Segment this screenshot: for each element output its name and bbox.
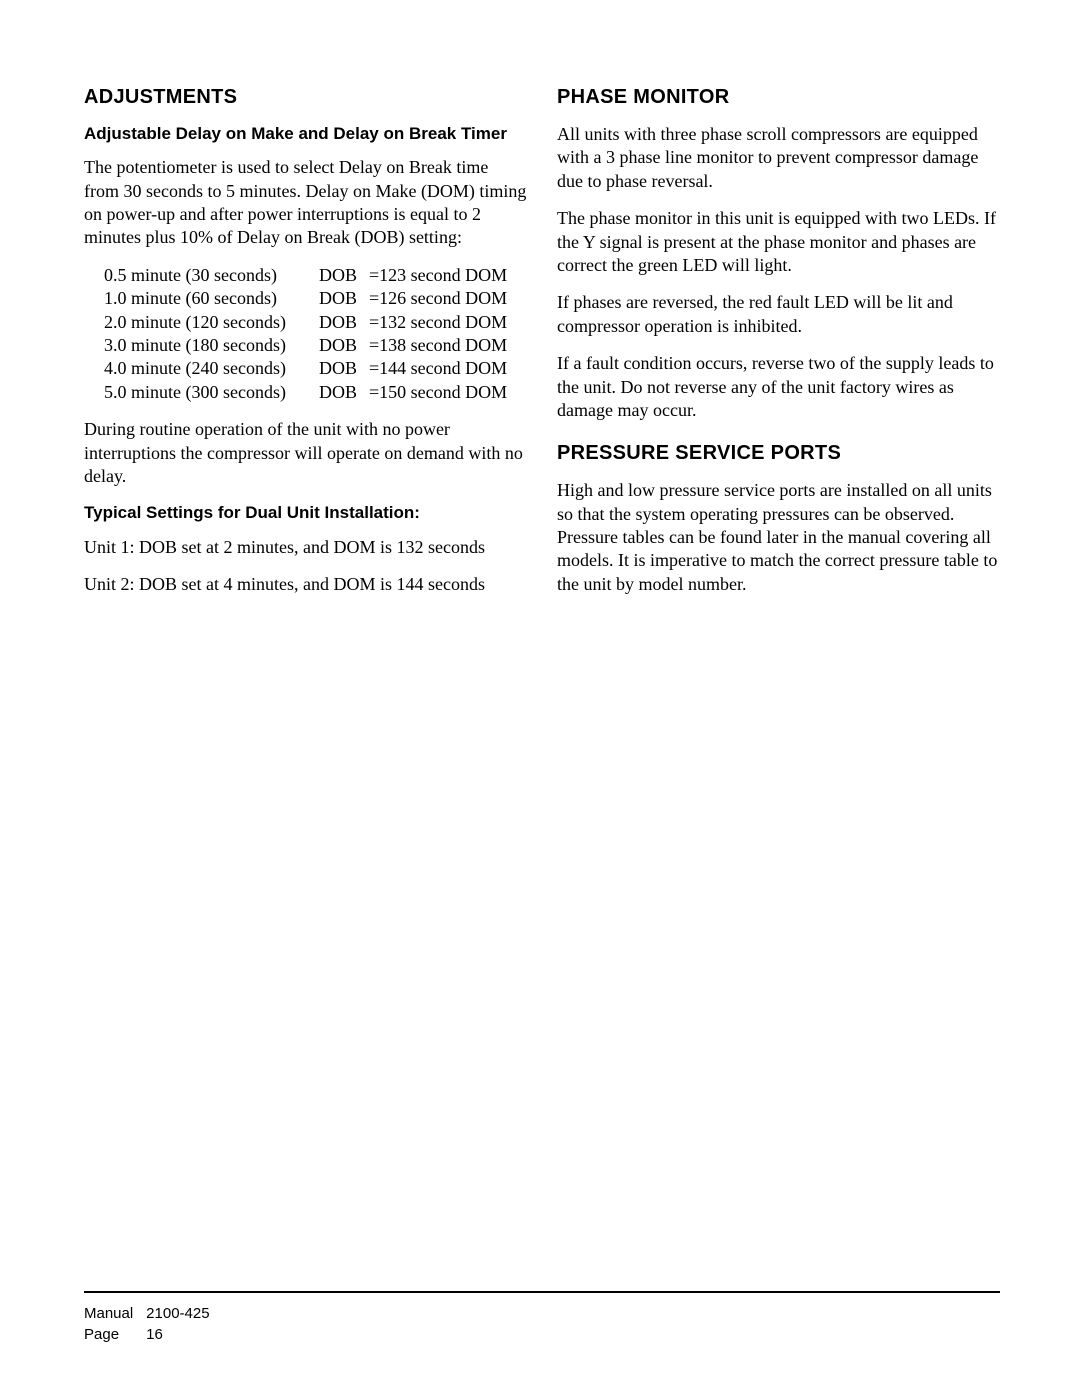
footer-manual-value: 2100-425 (146, 1305, 209, 1322)
timing-minutes: 2.0 minute (120 seconds) (104, 311, 319, 334)
footer-page-value: 16 (146, 1326, 163, 1343)
heading-adjustments: ADJUSTMENTS (84, 86, 527, 109)
timing-row: 5.0 minute (300 seconds) DOB =150 second… (104, 381, 527, 404)
para-pressure-ports: High and low pressure service ports are … (557, 479, 1000, 596)
timing-dom: =138 second DOM (369, 334, 527, 357)
para-phase-2: The phase monitor in this unit is equipp… (557, 207, 1000, 277)
timing-dob: DOB (319, 311, 369, 334)
right-column: PHASE MONITOR All units with three phase… (557, 86, 1000, 610)
timing-row: 3.0 minute (180 seconds) DOB =138 second… (104, 334, 527, 357)
timing-dom: =123 second DOM (369, 264, 527, 287)
timing-dob: DOB (319, 287, 369, 310)
timing-minutes: 1.0 minute (60 seconds) (104, 287, 319, 310)
timing-minutes: 0.5 minute (30 seconds) (104, 264, 319, 287)
timing-minutes: 4.0 minute (240 seconds) (104, 357, 319, 380)
timing-table: 0.5 minute (30 seconds) DOB =123 second … (104, 264, 527, 404)
para-phase-1: All units with three phase scroll compre… (557, 123, 1000, 193)
para-phase-3: If phases are reversed, the red fault LE… (557, 291, 1000, 338)
timing-row: 0.5 minute (30 seconds) DOB =123 second … (104, 264, 527, 287)
timing-dom: =150 second DOM (369, 381, 527, 404)
footer-page-line: Page 16 (84, 1324, 1000, 1345)
para-routine-operation: During routine operation of the unit wit… (84, 418, 527, 488)
page-content: ADJUSTMENTS Adjustable Delay on Make and… (0, 0, 1080, 610)
footer-manual-line: Manual 2100-425 (84, 1303, 1000, 1324)
timing-row: 4.0 minute (240 seconds) DOB =144 second… (104, 357, 527, 380)
footer-rule (84, 1291, 1000, 1293)
timing-minutes: 5.0 minute (300 seconds) (104, 381, 319, 404)
para-unit1: Unit 1: DOB set at 2 minutes, and DOM is… (84, 536, 527, 559)
page-footer: Manual 2100-425 Page 16 (84, 1291, 1000, 1345)
timing-dob: DOB (319, 357, 369, 380)
para-phase-4: If a fault condition occurs, reverse two… (557, 352, 1000, 422)
timing-dom: =132 second DOM (369, 311, 527, 334)
timing-row: 2.0 minute (120 seconds) DOB =132 second… (104, 311, 527, 334)
timing-dob: DOB (319, 334, 369, 357)
subheading-dual-unit: Typical Settings for Dual Unit Installat… (84, 502, 527, 523)
subheading-delay-timer: Adjustable Delay on Make and Delay on Br… (84, 123, 527, 144)
footer-manual-label: Manual (84, 1303, 142, 1324)
para-unit2: Unit 2: DOB set at 4 minutes, and DOM is… (84, 573, 527, 596)
left-column: ADJUSTMENTS Adjustable Delay on Make and… (84, 86, 527, 610)
timing-row: 1.0 minute (60 seconds) DOB =126 second … (104, 287, 527, 310)
timing-dom: =144 second DOM (369, 357, 527, 380)
timing-dom: =126 second DOM (369, 287, 527, 310)
heading-phase-monitor: PHASE MONITOR (557, 86, 1000, 109)
timing-minutes: 3.0 minute (180 seconds) (104, 334, 319, 357)
timing-dob: DOB (319, 381, 369, 404)
footer-page-label: Page (84, 1324, 142, 1345)
para-potentiometer: The potentiometer is used to select Dela… (84, 156, 527, 250)
timing-dob: DOB (319, 264, 369, 287)
heading-pressure-service-ports: PRESSURE SERVICE PORTS (557, 442, 1000, 465)
